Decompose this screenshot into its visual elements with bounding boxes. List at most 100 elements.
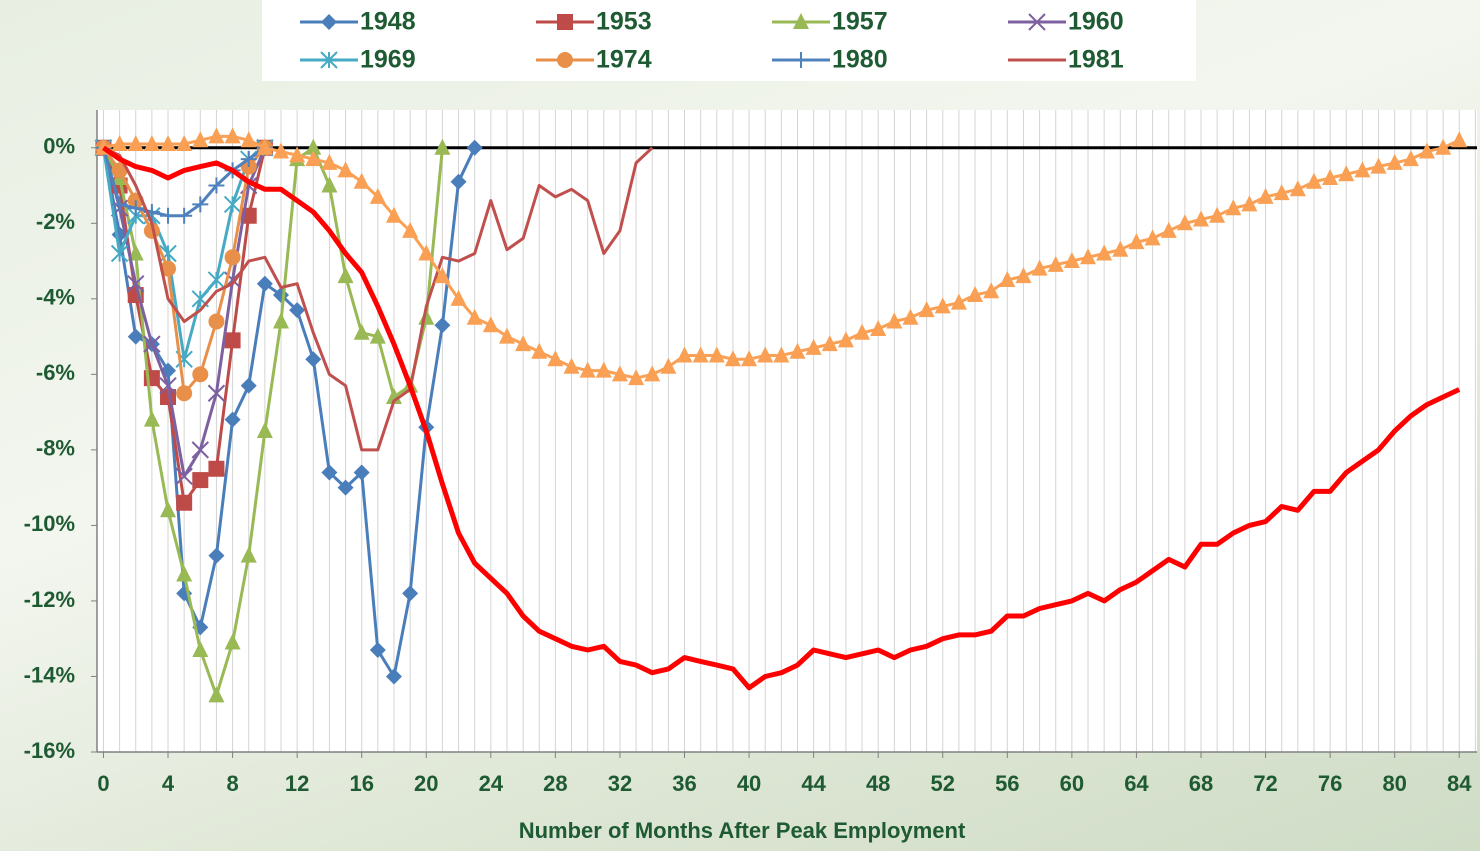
marker: [1418, 142, 1435, 159]
marker: [1128, 233, 1145, 250]
legend-marker: [320, 51, 338, 69]
x-tick-label: 12: [285, 771, 309, 796]
marker: [256, 138, 273, 155]
marker: [1063, 252, 1080, 269]
marker: [1112, 240, 1129, 257]
marker: [353, 323, 370, 340]
series-line: [102, 146, 654, 452]
marker: [1047, 255, 1064, 272]
legend-marker: [321, 14, 337, 30]
marker: [741, 350, 758, 367]
marker: [224, 633, 241, 650]
marker: [273, 312, 289, 329]
marker: [160, 501, 177, 518]
legend-marker: [793, 52, 809, 68]
marker: [1402, 150, 1419, 167]
legend-marker: [557, 52, 573, 68]
y-tick-label: -12%: [24, 587, 75, 612]
marker: [886, 312, 903, 329]
marker: [240, 151, 257, 168]
marker: [127, 244, 144, 261]
marker: [805, 338, 822, 355]
marker: [208, 686, 225, 703]
x-tick-label: 84: [1447, 771, 1472, 796]
marker: [902, 308, 919, 325]
marker: [1257, 187, 1274, 204]
marker: [337, 479, 354, 496]
legend-marker: [1028, 13, 1046, 31]
marker: [1225, 199, 1242, 216]
marker: [644, 365, 661, 382]
marker: [676, 346, 693, 363]
marker: [1209, 206, 1226, 223]
marker: [385, 206, 402, 223]
y-tick-label: -14%: [24, 662, 75, 687]
marker: [1176, 214, 1193, 231]
marker: [305, 351, 322, 368]
marker: [207, 271, 226, 289]
marker: [418, 244, 435, 261]
marker: [773, 346, 790, 363]
x-tick-label: 72: [1253, 771, 1277, 796]
marker: [1241, 195, 1258, 212]
marker: [353, 464, 370, 481]
marker: [176, 565, 193, 582]
x-tick-label: 20: [414, 771, 438, 796]
marker: [402, 221, 419, 238]
x-tick-label: 76: [1318, 771, 1342, 796]
marker: [127, 200, 144, 217]
marker: [353, 172, 370, 189]
marker: [110, 244, 129, 263]
marker: [337, 267, 354, 284]
marker: [127, 134, 144, 151]
y-tick-label: -16%: [24, 738, 75, 763]
y-tick-label: 0%: [43, 134, 75, 159]
legend-marker: [793, 13, 809, 29]
marker: [289, 302, 306, 319]
marker: [289, 146, 306, 163]
x-tick-label: 52: [931, 771, 955, 796]
x-axis-title: Number of Months After Peak Employment: [519, 818, 966, 843]
marker: [224, 411, 241, 428]
marker: [450, 173, 467, 190]
marker: [466, 308, 483, 325]
series-line: [102, 145, 1461, 691]
marker: [724, 350, 741, 367]
marker: [111, 134, 128, 151]
marker: [176, 494, 193, 511]
marker: [1338, 165, 1355, 182]
marker: [369, 187, 386, 204]
marker: [918, 301, 935, 318]
y-tick-label: -10%: [24, 511, 75, 536]
marker: [369, 642, 386, 659]
marker: [240, 131, 257, 148]
marker: [837, 331, 854, 348]
marker: [208, 460, 225, 477]
marker: [111, 196, 128, 213]
marker: [192, 641, 209, 658]
marker: [1144, 229, 1161, 246]
marker: [321, 464, 338, 481]
marker: [1354, 161, 1371, 178]
marker: [224, 127, 241, 144]
y-tick-label: -4%: [36, 285, 75, 310]
marker: [160, 134, 177, 151]
marker: [223, 195, 242, 214]
marker: [175, 467, 193, 486]
x-tick-label: 8: [226, 771, 238, 796]
marker: [143, 134, 160, 151]
x-tick-label: 36: [672, 771, 696, 796]
marker: [595, 361, 612, 378]
marker: [208, 127, 225, 144]
marker: [1031, 259, 1048, 276]
x-tick-label: 32: [608, 771, 632, 796]
legend-label: 1981: [1068, 46, 1124, 74]
marker: [757, 346, 774, 363]
marker: [224, 249, 241, 266]
marker: [256, 422, 273, 438]
marker: [256, 275, 273, 292]
marker: [934, 297, 951, 314]
marker: [692, 346, 709, 363]
